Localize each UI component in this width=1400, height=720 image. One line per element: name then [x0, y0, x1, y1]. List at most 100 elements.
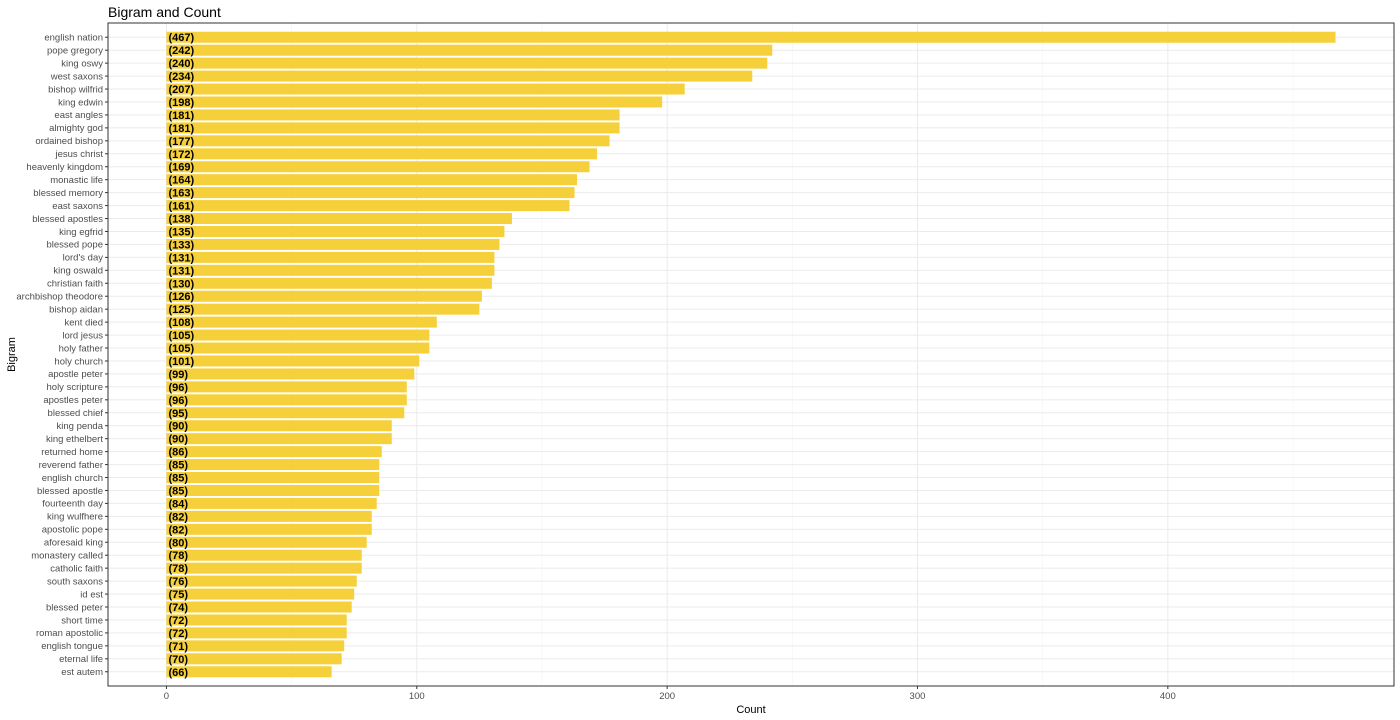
bar-value-label: (85): [168, 473, 188, 485]
bar-value-label: (131): [168, 265, 194, 277]
y-tick-label: ordained bishop: [35, 136, 103, 147]
bar: [166, 433, 392, 445]
y-tick-label: est autem: [61, 667, 103, 678]
bar-value-label: (207): [168, 84, 194, 96]
bar: [166, 653, 342, 665]
y-tick-label: holy church: [54, 356, 103, 367]
bar-value-label: (70): [168, 654, 188, 666]
y-tick-label: jesus christ: [54, 149, 103, 160]
y-tick-label: eternal life: [59, 654, 103, 665]
bar: [166, 420, 392, 432]
bar: [166, 381, 407, 393]
chart-title: Bigram and Count: [108, 4, 221, 20]
bar: [166, 225, 505, 237]
bar: [166, 342, 430, 354]
y-tick-label: blessed pope: [46, 240, 103, 251]
bar: [166, 446, 382, 458]
y-tick-label: english tongue: [41, 641, 103, 652]
bar: [166, 174, 578, 186]
bar-value-label: (72): [168, 628, 188, 640]
bar: [166, 290, 482, 302]
y-tick-label: id est: [80, 589, 103, 600]
bar: [166, 31, 1336, 43]
bar-value-label: (66): [168, 667, 188, 679]
x-tick-label: 200: [659, 691, 675, 702]
y-tick-label: south saxons: [47, 576, 103, 587]
y-tick-label: christian faith: [47, 279, 103, 290]
bar-value-label: (161): [168, 201, 194, 213]
bar: [166, 251, 495, 263]
bar-value-label: (99): [168, 369, 188, 381]
bar-value-label: (84): [168, 498, 188, 510]
bar-value-label: (78): [168, 563, 188, 575]
bar-value-label: (101): [168, 356, 194, 368]
bar: [166, 355, 420, 367]
y-tick-label: king penda: [57, 421, 104, 432]
bar-value-label: (138): [168, 214, 194, 226]
bar: [166, 588, 355, 600]
bar-value-label: (82): [168, 511, 188, 523]
bar-value-label: (76): [168, 576, 188, 588]
x-tick-label: 400: [1160, 691, 1176, 702]
y-tick-label: king egfrid: [59, 227, 103, 238]
y-tick-label: english nation: [44, 33, 103, 44]
bar: [166, 549, 362, 561]
bar-value-label: (234): [168, 71, 194, 83]
bar-value-label: (135): [168, 226, 194, 238]
y-tick-label: king wulfhere: [47, 512, 103, 523]
y-tick-label: short time: [61, 615, 103, 626]
bar-value-label: (74): [168, 602, 188, 614]
y-tick-label: blessed chief: [48, 408, 104, 419]
bar-value-label: (71): [168, 641, 188, 653]
bar-value-label: (169): [168, 162, 194, 174]
bar-value-label: (80): [168, 537, 188, 549]
bar: [166, 161, 590, 173]
y-tick-label: heavenly kingdom: [26, 162, 103, 173]
bar-value-label: (90): [168, 421, 188, 433]
x-tick-label: 0: [164, 691, 169, 702]
bar-value-label: (172): [168, 149, 194, 161]
bars: [166, 31, 1336, 678]
bar: [166, 575, 357, 587]
bar-value-label: (126): [168, 291, 194, 303]
bar: [166, 96, 663, 108]
y-tick-label: holy scripture: [47, 382, 104, 393]
y-tick-label: king oswald: [53, 266, 103, 277]
y-tick-label: archbishop theodore: [16, 292, 103, 303]
bar-value-label: (82): [168, 524, 188, 536]
bar: [166, 484, 380, 496]
y-tick-label: king edwin: [58, 97, 103, 108]
data-labels: (467)(242)(240)(234)(207)(198)(181)(181)…: [168, 32, 194, 679]
bar-value-label: (105): [168, 343, 194, 355]
y-tick-label: english church: [42, 473, 103, 484]
bar-value-label: (181): [168, 123, 194, 135]
bar-value-label: (85): [168, 485, 188, 497]
plot-panel-border: [107, 22, 1395, 687]
bar-value-label: (96): [168, 382, 188, 394]
bar-value-label: (72): [168, 615, 188, 627]
bar: [166, 264, 495, 276]
y-tick-label: catholic faith: [50, 563, 103, 574]
y-tick-label: blessed peter: [46, 602, 103, 613]
y-tick-label: apostles peter: [43, 395, 103, 406]
bar-value-label: (467): [168, 32, 194, 44]
bar-value-label: (181): [168, 110, 194, 122]
bar: [166, 70, 753, 82]
bar-value-label: (130): [168, 278, 194, 290]
bar: [166, 303, 480, 315]
bar: [166, 213, 512, 225]
y-tick-label: fourteenth day: [42, 499, 103, 510]
x-tick-label: 300: [910, 691, 926, 702]
y-tick-label: west saxons: [50, 71, 104, 82]
y-tick-label: reverend father: [39, 460, 103, 471]
y-tick-label: kent died: [64, 317, 103, 328]
bar-value-label: (163): [168, 188, 194, 200]
bar: [166, 459, 380, 471]
bar: [166, 135, 610, 147]
bar-value-label: (90): [168, 434, 188, 446]
bar: [166, 562, 362, 574]
bar-value-label: (75): [168, 589, 188, 601]
bar: [166, 472, 380, 484]
